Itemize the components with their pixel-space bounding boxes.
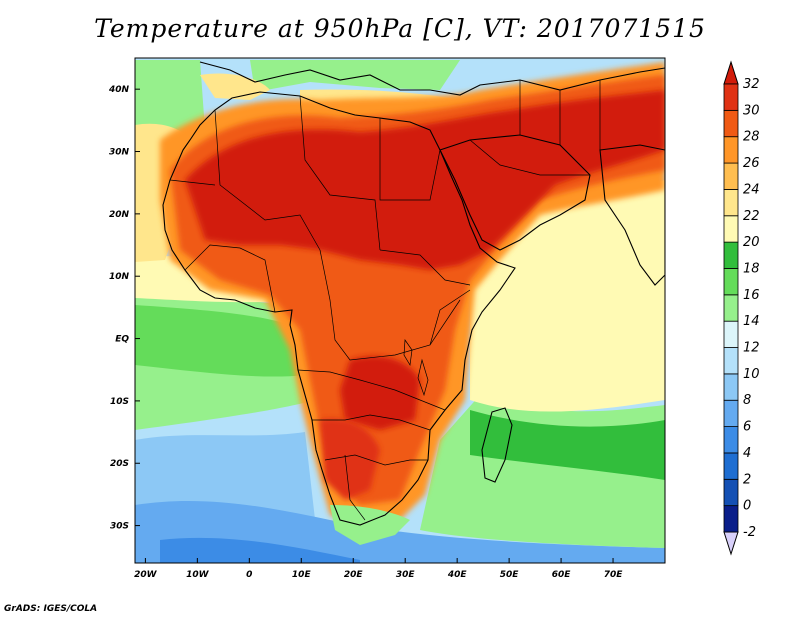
colorbar-box — [723, 399, 739, 427]
lat-tick-label: 20S — [110, 459, 129, 469]
colorbar-label: 0 — [743, 499, 751, 514]
colorbar-label: 24 — [743, 182, 760, 197]
colorbar-box — [723, 268, 739, 296]
colorbar-box — [723, 215, 739, 243]
map-title: Temperature at 950hPa [C], VT: 201707151… — [94, 14, 706, 43]
colorbar-label: 8 — [743, 393, 751, 408]
colorbar-label: 16 — [743, 288, 760, 303]
colorbar-label: 4 — [743, 446, 751, 461]
grads-credit: GrADS: IGES/COLA — [4, 604, 98, 614]
lon-tick-label: 20E — [344, 570, 364, 580]
border-south-1 — [312, 414, 431, 431]
arabia-coastline — [439, 134, 591, 251]
lat-tick-label: 10S — [110, 397, 129, 407]
lon-tick-label: 10W — [186, 570, 210, 580]
colorbar-box — [723, 320, 739, 348]
colorbar-label: 30 — [743, 103, 760, 118]
colorbar-box — [723, 452, 739, 480]
colorbar-box — [723, 426, 739, 454]
colorbar-label: 10 — [743, 367, 760, 382]
temperature-field — [135, 58, 665, 563]
colorbar-label: -2 — [743, 525, 756, 540]
field-green-indian-dark — [470, 410, 665, 480]
colorbar-box — [723, 83, 739, 111]
colorbar-label: 28 — [743, 130, 760, 145]
lon-tick-label: 0 — [246, 570, 252, 580]
field-drakensberg-cool — [330, 505, 410, 545]
lat-tick-label: 40N — [108, 85, 130, 95]
border-mideast-1 — [519, 80, 601, 150]
border-east-1 — [429, 289, 471, 346]
colorbar-label: 20 — [743, 235, 760, 250]
longitude-axis: 20W 10W 0 10E 20E 30E 40E 50E 60E 70E — [134, 558, 623, 580]
colorbar-min-triangle — [723, 531, 739, 556]
border-central-3 — [297, 369, 446, 411]
lon-tick-label: 10E — [292, 570, 312, 580]
field-hot-kalahari — [320, 418, 380, 500]
lat-tick-label: 10N — [109, 272, 130, 282]
field-green-mediterranean — [250, 60, 460, 92]
colorbar-box — [723, 136, 739, 164]
lat-tick-label: 20N — [109, 210, 130, 220]
colorbar-box — [723, 241, 739, 269]
border-lake-1 — [403, 338, 413, 367]
india-coastline — [599, 144, 665, 286]
border-sahara-3 — [379, 118, 441, 201]
colorbar-box — [723, 162, 739, 190]
plot-frame — [134, 57, 666, 564]
colorbar-max-triangle — [723, 60, 739, 85]
lat-tick-label: EQ — [115, 335, 129, 345]
country-borders — [169, 80, 601, 521]
colorbar-label: 26 — [743, 156, 760, 171]
field-green-atlantic-dark — [135, 305, 305, 377]
colorbar-box — [723, 478, 739, 507]
border-sahara-1 — [214, 109, 321, 251]
colorbar-box — [723, 189, 739, 217]
border-central-2 — [379, 249, 471, 286]
colorbar-label: 18 — [743, 261, 760, 276]
africa-coastline — [162, 91, 516, 526]
colorbar-label: 32 — [743, 77, 760, 92]
lon-tick-label: 50E — [500, 570, 520, 580]
colorbar-box — [723, 347, 739, 375]
colorbar-label: 12 — [743, 341, 760, 356]
border-sahara-2 — [299, 95, 381, 251]
colorbar-box — [723, 373, 739, 401]
colorbar-box — [723, 505, 739, 533]
colorbar-label: 22 — [743, 209, 760, 224]
lon-tick-label: 30E — [396, 570, 416, 580]
lon-tick-label: 20W — [134, 570, 158, 580]
border-arabia-1 — [469, 139, 590, 176]
border-lake-2 — [417, 358, 429, 397]
field-continent-hot — [185, 90, 665, 270]
madagascar-coastline — [481, 407, 513, 483]
lon-tick-label: 60E — [552, 570, 572, 580]
colorbar-box — [723, 109, 739, 138]
border-south-3 — [344, 454, 366, 521]
colorbar-box — [723, 294, 739, 322]
latitude-axis: 40N 30N 20N 10N EQ 10S 20S 30S — [108, 85, 140, 532]
europe-coastline — [199, 61, 665, 96]
coastlines — [162, 61, 665, 526]
colorbar-label: 2 — [743, 472, 751, 487]
lon-tick-label: 70E — [604, 570, 624, 580]
lon-tick-label: 40E — [447, 570, 468, 580]
colorbar-label: 6 — [743, 420, 751, 435]
field-hot-southcentral — [340, 356, 420, 430]
border-west-1 — [169, 179, 216, 186]
lat-tick-label: 30N — [109, 148, 130, 158]
border-west-2 — [184, 244, 276, 313]
lat-tick-label: 30S — [110, 522, 129, 532]
field-coldest-south — [160, 537, 360, 563]
colorbar-label: 14 — [743, 314, 760, 329]
